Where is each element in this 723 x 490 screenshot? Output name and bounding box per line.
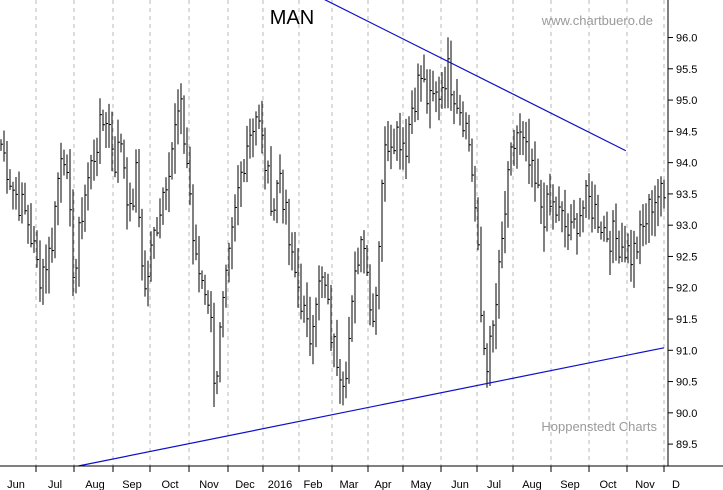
upper-trendline	[324, 0, 627, 152]
watermark-top: www.chartbuero.de	[541, 13, 653, 28]
x-tick-label: Jul	[487, 479, 501, 490]
x-tick-label: Dec	[235, 479, 255, 490]
y-tick-label: 93.5	[676, 189, 697, 201]
x-tick-label: Oct	[599, 479, 616, 490]
lower-trendline	[78, 347, 665, 467]
y-tick-label: 94.0	[676, 158, 697, 170]
x-tick-label: Sep	[560, 479, 580, 490]
y-tick-label: 94.5	[676, 126, 697, 138]
y-tick-label: 92.5	[676, 251, 697, 263]
x-tick-label: Sep	[122, 479, 142, 490]
y-tick-label: 90.5	[676, 377, 697, 389]
x-tick-label: 2016	[268, 479, 292, 490]
chart-title: MAN	[270, 7, 314, 29]
price-bars	[0, 37, 666, 408]
x-tick-label: Nov	[635, 479, 655, 490]
y-tick-label: 91.0	[676, 345, 697, 357]
x-tick-label: Jun	[7, 479, 25, 490]
y-tick-label: 93.0	[676, 220, 697, 232]
x-tick-label: Nov	[199, 479, 219, 490]
x-tick-label: Aug	[522, 479, 542, 490]
x-tick-label: Aug	[85, 479, 105, 490]
x-tick-label: Jul	[48, 479, 62, 490]
y-tick-label: 90.0	[676, 408, 697, 420]
x-tick-label: Jun	[451, 479, 469, 490]
y-tick-label: 91.5	[676, 314, 697, 326]
x-tick-label: Feb	[304, 479, 323, 490]
watermark-bottom: Hoppenstedt Charts	[541, 419, 657, 434]
x-tick-label: Oct	[161, 479, 178, 490]
x-tick-label: Mar	[340, 479, 359, 490]
trendlines	[78, 0, 665, 467]
x-tick-label: D	[672, 479, 680, 490]
x-tick-label: Apr	[374, 479, 391, 490]
y-tick-label: 89.5	[676, 439, 697, 451]
y-tick-label: 96.0	[676, 33, 697, 45]
x-tick-label: May	[411, 479, 432, 490]
grid-layer	[35, 0, 665, 466]
y-tick-label: 95.0	[676, 95, 697, 107]
y-tick-label: 95.5	[676, 64, 697, 76]
y-tick-label: 92.0	[676, 283, 697, 295]
